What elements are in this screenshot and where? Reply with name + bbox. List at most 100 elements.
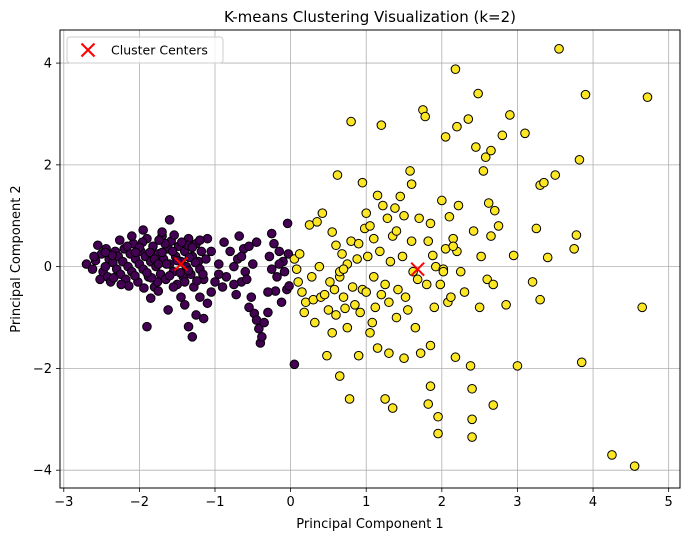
data-point-cluster-0 [169,230,179,240]
data-point-cluster-0 [263,287,273,297]
data-point-cluster-1 [399,210,409,221]
data-point-cluster-1 [342,322,353,333]
data-point-cluster-0 [213,269,224,280]
data-point-cluster-1 [520,128,530,139]
data-point-cluster-1 [378,200,388,211]
data-point-cluster-1 [314,261,325,272]
cluster-centers [173,256,425,277]
data-point-cluster-0 [145,293,156,303]
data-point-cluster-0 [240,266,251,277]
data-point-cluster-1 [372,343,383,353]
data-point-cluster-1 [486,231,496,241]
data-point-cluster-0 [196,246,207,257]
data-point-cluster-1 [493,221,504,231]
data-point-cluster-0 [210,277,220,287]
data-point-cluster-0 [153,259,164,269]
data-point-cluster-1 [450,352,461,363]
data-point-cluster-1 [344,394,355,404]
data-point-cluster-0 [122,241,133,252]
data-point-cluster-1 [574,154,585,165]
cluster-center-marker [410,261,425,277]
data-point-cluster-0 [192,276,202,286]
data-point-cluster-0 [234,231,244,241]
data-point-cluster-1 [483,198,494,208]
data-point-cluster-1 [446,292,456,302]
data-point-cluster-0 [276,297,287,308]
data-point-cluster-1 [531,223,542,234]
data-point-cluster-0 [168,282,179,292]
data-point-cluster-1 [329,284,340,295]
data-point-cluster-1 [312,217,322,227]
data-point-cluster-0 [269,238,279,249]
x-tick-label: 1 [362,495,370,510]
data-point-cluster-1 [387,403,398,413]
data-point-cluster-0 [272,272,282,282]
data-point-cluster-0 [100,247,111,258]
data-point-cluster-1 [368,233,379,244]
data-point-cluster-1 [482,274,492,285]
data-point-cluster-0 [108,273,119,283]
data-points [81,44,653,471]
data-point-cluster-0 [116,279,127,290]
data-point-cluster-0 [229,279,239,290]
data-point-cluster-1 [380,394,390,404]
data-point-cluster-1 [433,428,443,439]
x-tick-label: 0 [286,495,294,510]
data-point-cluster-0 [138,225,148,235]
x-tick-label: 4 [589,495,597,510]
data-point-cluster-0 [190,257,201,268]
data-point-cluster-1 [427,250,438,261]
data-point-cluster-1 [325,277,335,287]
data-point-cluster-1 [459,287,470,297]
data-point-cluster-0 [139,283,149,293]
data-point-cluster-1 [327,227,337,237]
data-point-cluster-1 [505,110,515,120]
data-point-cluster-1 [486,145,496,156]
data-point-cluster-1 [338,292,349,302]
data-point-cluster-1 [467,414,477,425]
data-point-cluster-1 [554,44,564,54]
data-point-cluster-1 [425,381,436,392]
data-point-cluster-1 [437,195,447,206]
data-point-cluster-0 [251,237,262,248]
legend-marker-line [80,42,96,58]
data-point-cluster-1 [433,411,443,422]
data-point-cluster-1 [429,302,440,313]
data-point-cluster-1 [362,251,373,262]
data-point-cluster-0 [175,267,186,278]
data-point-cluster-0 [206,246,217,257]
legend-label: Cluster Centers [111,43,208,58]
legend-marker-icon [80,42,96,58]
data-point-cluster-1 [395,191,406,202]
data-point-cluster-0 [283,249,294,259]
data-point-cluster-1 [576,357,587,368]
data-point-cluster-0 [279,266,290,277]
data-point-cluster-1 [405,166,415,176]
data-point-cluster-1 [400,292,411,302]
data-point-cluster-1 [346,116,356,127]
data-point-cluster-0 [244,241,254,252]
data-point-cluster-1 [299,307,310,318]
data-point-cluster-0 [154,235,164,245]
data-point-cluster-0 [81,259,92,269]
data-point-cluster-1 [355,307,365,318]
data-point-cluster-1 [527,277,538,287]
data-point-cluster-1 [497,130,508,141]
x-tick-label: −2 [130,495,149,510]
data-point-cluster-1 [580,89,591,100]
legend: Cluster Centers [66,36,224,64]
y-tick-label: −2 [33,362,52,377]
data-point-cluster-1 [297,287,307,297]
data-point-cluster-1 [410,322,421,333]
data-point-cluster-0 [202,298,213,309]
data-point-cluster-1 [338,264,349,274]
data-point-cluster-1 [317,208,328,218]
data-point-cluster-1 [334,371,345,381]
data-point-cluster-1 [376,289,387,300]
data-point-cluster-1 [476,251,486,262]
y-tick-label: 4 [44,57,52,72]
cluster-center-marker [173,256,189,272]
data-point-cluster-0 [164,270,175,281]
data-point-cluster-1 [376,120,387,130]
data-point-cluster-1 [291,264,302,274]
